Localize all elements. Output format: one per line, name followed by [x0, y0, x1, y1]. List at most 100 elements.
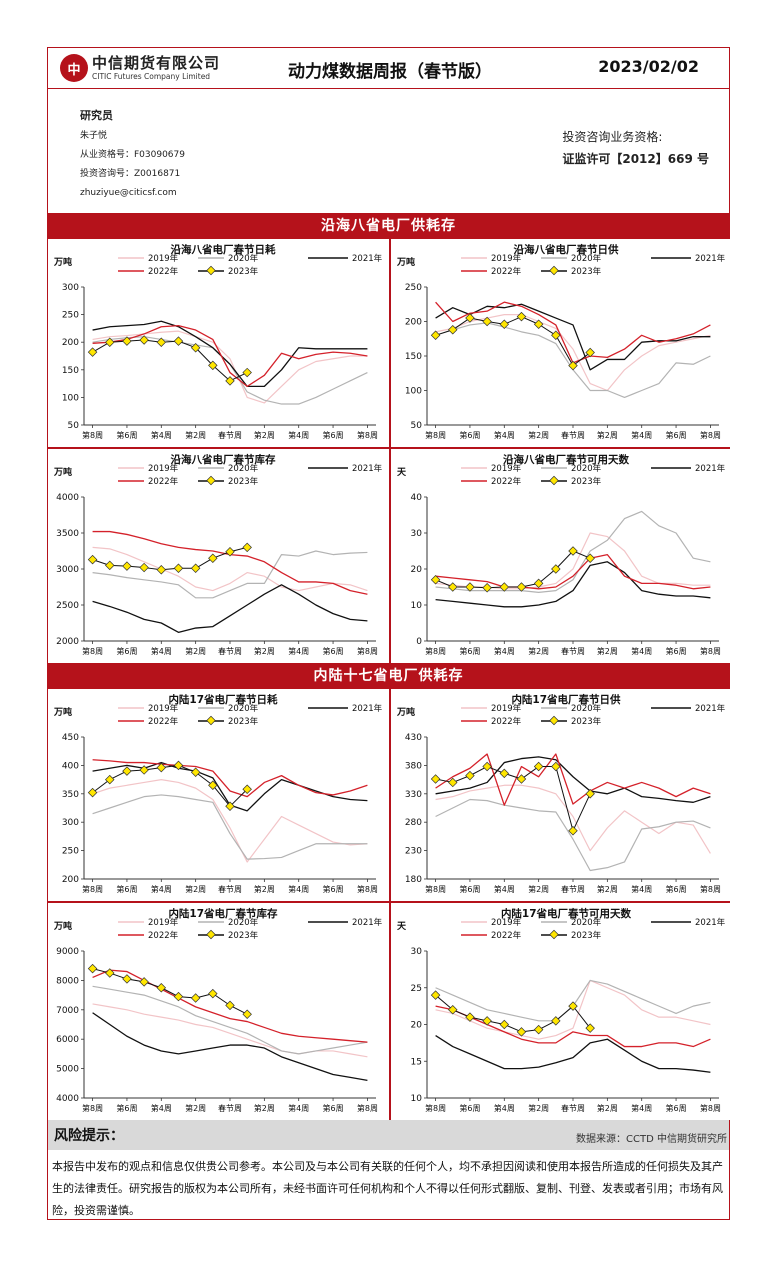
- analyst-name: 朱子悦: [80, 131, 108, 141]
- data-point-2023: [430, 330, 440, 341]
- series-line-2020年: [434, 979, 711, 1021]
- data-point-2023: [584, 789, 595, 799]
- data-point-2023: [208, 552, 218, 563]
- y-tick-label: 250: [62, 847, 79, 857]
- x-tick-label: 第6周: [459, 1103, 480, 1113]
- svg-text:2021年: 2021年: [352, 703, 383, 714]
- disclaimer-text: 本报告中发布的观点和信息仅供贵公司参考。本公司及与本公司有关联的任何个人，均不承…: [52, 1160, 723, 1217]
- y-tick-label: 450: [62, 733, 79, 743]
- svg-text:2021年: 2021年: [352, 463, 383, 474]
- y-tick-label: 100: [404, 387, 421, 397]
- series-line-2021年: [435, 560, 710, 607]
- x-tick-label: 第8周: [699, 646, 720, 656]
- svg-text:2021年: 2021年: [695, 463, 726, 474]
- series-line-2021年: [434, 1034, 710, 1073]
- x-tick-label: 第4周: [288, 884, 309, 894]
- data-point-2023: [122, 766, 132, 776]
- legend-item: 2022年: [460, 930, 521, 941]
- svg-text:2021年: 2021年: [352, 917, 383, 928]
- series-line-2022年: [435, 553, 710, 589]
- report-date: 2023/02/02: [598, 57, 699, 76]
- y-tick-label: 330: [404, 790, 421, 800]
- data-point-2023: [464, 313, 475, 323]
- svg-text:2022年: 2022年: [148, 266, 179, 277]
- section-bar-coastal: 沿海八省电厂供耗存: [48, 213, 729, 239]
- y-tick-label: 3500: [56, 529, 79, 539]
- x-tick-label: 第4周: [493, 646, 514, 656]
- data-point-2023: [190, 563, 201, 573]
- y-tick-label: 7000: [56, 1005, 79, 1015]
- x-tick-label: 春节周: [561, 646, 585, 656]
- x-tick-label: 第4周: [631, 430, 652, 440]
- x-tick-label: 第8周: [425, 884, 446, 894]
- legend-item: 2020年: [198, 917, 259, 928]
- x-tick-label: 第6周: [323, 884, 344, 894]
- y-unit-label: 天: [397, 921, 407, 932]
- x-tick-label: 第8周: [699, 884, 720, 894]
- data-point-2023: [225, 546, 235, 556]
- data-point-2023: [499, 768, 509, 779]
- legend-item: 2019年: [460, 703, 521, 714]
- x-tick-label: 第8周: [699, 1103, 720, 1113]
- data-point-2023: [447, 325, 458, 335]
- series-line-2023年: [434, 550, 590, 588]
- series-line-2023年: [92, 967, 248, 1015]
- y-unit-label: 天: [397, 467, 407, 478]
- legend-item: 2019年: [460, 463, 521, 474]
- svg-text:2023年: 2023年: [228, 930, 259, 941]
- series-line-2020年: [92, 336, 368, 405]
- svg-text:2022年: 2022年: [491, 716, 522, 727]
- svg-text:2023年: 2023年: [228, 266, 259, 277]
- y-tick-label: 180: [404, 875, 421, 885]
- data-point-2023: [105, 337, 115, 347]
- legend-item: 2021年: [650, 463, 726, 474]
- svg-text:2020年: 2020年: [228, 703, 259, 714]
- data-point-2023: [516, 1026, 526, 1037]
- series-line-2022年: [92, 759, 368, 798]
- data-point-2023: [122, 336, 132, 346]
- y-tick-label: 380: [404, 761, 421, 771]
- x-tick-label: 第2周: [185, 646, 206, 656]
- chart-panel: 内陆17省电厂春节库存 万吨 2019年 2020年 2021年 2022年 2023年 40…: [48, 902, 389, 1120]
- data-point-2023: [87, 554, 98, 564]
- risk-title: 风险提示：: [54, 1128, 124, 1144]
- series-line-2019年: [434, 313, 711, 392]
- y-unit-label: 万吨: [53, 466, 72, 478]
- svg-text:2023年: 2023年: [571, 266, 602, 277]
- y-tick-label: 8000: [56, 976, 79, 986]
- x-tick-label: 第6周: [116, 1103, 137, 1113]
- x-tick-label: 第8周: [425, 646, 446, 656]
- chart-panel: 内陆17省电厂春节日耗 万吨 2019年 2020年 2021年 2022年 2023年 20…: [48, 689, 389, 901]
- series-line-2023年: [92, 339, 248, 382]
- series-line-2021年: [92, 583, 368, 633]
- svg-text:2020年: 2020年: [228, 463, 259, 474]
- legend-item: 2020年: [540, 463, 601, 474]
- svg-text:2019年: 2019年: [491, 253, 522, 264]
- legend-item: 2022年: [460, 266, 521, 277]
- series-line-2019年: [92, 330, 368, 404]
- legend-item: 2022年: [118, 266, 179, 277]
- data-point-2023: [533, 1024, 543, 1034]
- data-point-2023: [139, 335, 149, 345]
- x-tick-label: 第8周: [82, 430, 103, 440]
- x-tick-label: 春节周: [561, 884, 585, 894]
- x-tick-label: 第6周: [665, 884, 686, 894]
- legend-item: 2023年: [540, 929, 601, 941]
- svg-text:2019年: 2019年: [491, 917, 522, 928]
- series-line-2023年: [434, 316, 590, 367]
- data-point-2023: [464, 1011, 475, 1022]
- analyst-consult-id: 投资咨询号：Z0016871: [80, 169, 181, 179]
- data-point-2023: [242, 1008, 252, 1019]
- y-tick-label: 40: [410, 493, 422, 503]
- svg-text:2022年: 2022年: [148, 716, 179, 727]
- chart-title: 内陆17省电厂春节日耗: [168, 693, 278, 706]
- citic-logo-icon: 中: [60, 54, 88, 82]
- legend-item: 2021年: [308, 463, 383, 474]
- legend-item: 2021年: [308, 703, 383, 714]
- svg-text:2022年: 2022年: [491, 476, 522, 487]
- svg-text:2021年: 2021年: [695, 703, 726, 714]
- y-unit-label: 万吨: [396, 706, 415, 718]
- data-point-2023: [584, 552, 595, 563]
- data-point-2023: [156, 982, 167, 992]
